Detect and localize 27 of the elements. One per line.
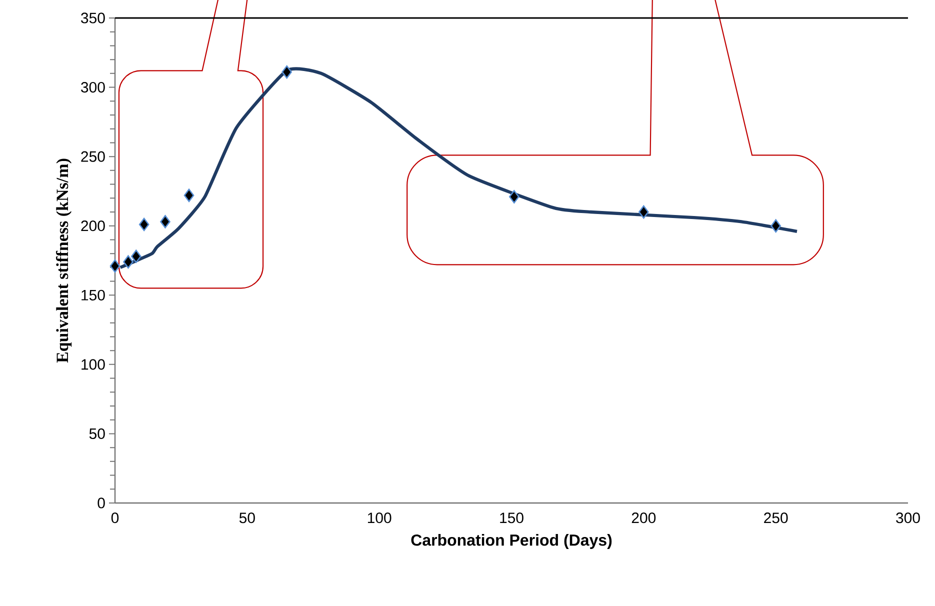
point [638,205,649,219]
x-axis-title: Carbonation Period (Days) [411,534,612,549]
y-tick-label: 350 [81,12,105,24]
y-tick-label: 50 [89,428,105,440]
point [138,218,150,232]
y-tick-label: 150 [82,290,105,300]
y-tick-label: 100 [82,359,105,370]
point [110,259,120,273]
x-tick-label: 50 [239,512,255,524]
x-tick-label: 150 [500,512,524,524]
point [282,65,292,79]
y-tick-label: 250 [81,151,105,162]
y-tick-label: 300 [81,82,105,93]
point [184,188,194,202]
point [508,190,520,204]
x-tick-label: 100 [368,512,392,524]
x-tick-label: 0 [111,512,119,524]
x-tick-label: 250 [764,512,788,524]
point [770,219,781,233]
point [131,250,142,263]
x-tick-label: 200 [632,512,656,524]
x-tick-label: 300 [896,512,920,524]
point [123,255,134,269]
y-axis-title: Equivalent stiffness (kNs/m) [56,158,72,363]
point [160,215,170,228]
y-tick-label: 200 [81,220,105,232]
y-tick-label: 0 [98,498,105,508]
